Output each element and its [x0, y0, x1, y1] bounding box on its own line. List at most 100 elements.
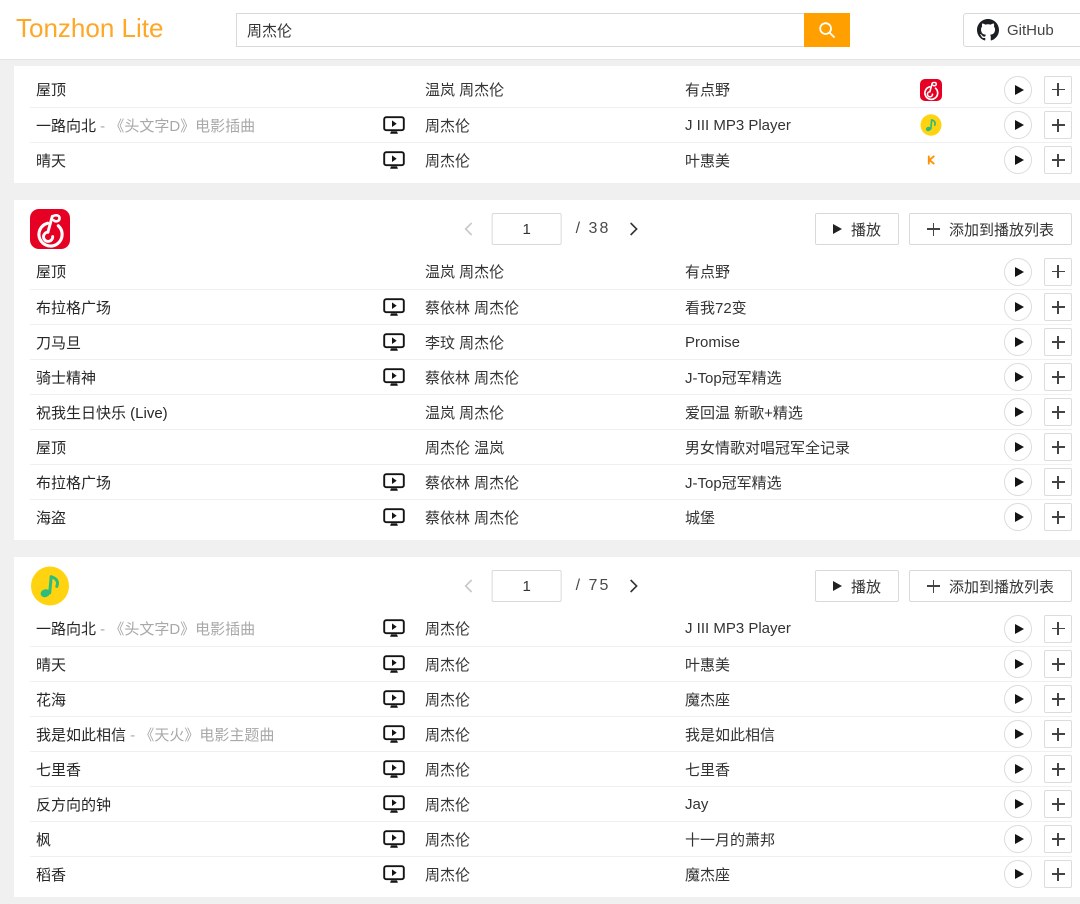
song-title[interactable]: 屋顶: [36, 264, 67, 281]
song-artist: 蔡依林 周杰伦: [425, 369, 520, 387]
row-play-button[interactable]: [1004, 398, 1032, 426]
pagination: / 38: [460, 213, 643, 245]
search-button[interactable]: [804, 13, 850, 47]
song-subtitle: - 《头文字D》电影插曲: [96, 117, 256, 135]
row-add-button[interactable]: [1044, 720, 1072, 748]
row-add-button[interactable]: [1044, 363, 1072, 391]
row-play-button[interactable]: [1004, 433, 1032, 461]
mv-icon[interactable]: [383, 297, 405, 317]
song-title[interactable]: 海盗: [36, 509, 67, 527]
row-play-button[interactable]: [1004, 293, 1032, 321]
mv-icon[interactable]: [383, 864, 405, 884]
row-add-button[interactable]: [1044, 503, 1072, 531]
song-subtitle: - 《天火》电影主题曲: [126, 726, 275, 744]
prev-page-button[interactable]: [460, 219, 478, 239]
row-play-button[interactable]: [1004, 614, 1032, 643]
mv-icon[interactable]: [383, 794, 405, 814]
mv-icon[interactable]: [383, 724, 405, 744]
song-title[interactable]: 布拉格广场: [36, 474, 112, 492]
row-play-button[interactable]: [1004, 75, 1032, 104]
row-add-button[interactable]: [1044, 685, 1072, 713]
mv-icon[interactable]: [383, 472, 405, 492]
row-add-button[interactable]: [1044, 614, 1072, 643]
row-add-button[interactable]: [1044, 825, 1072, 853]
add-all-to-playlist-button[interactable]: 添加到播放列表: [908, 213, 1072, 245]
prev-page-button[interactable]: [460, 576, 478, 596]
section-header: / 38 播放 添加到播放列表: [30, 206, 1072, 252]
row-add-button[interactable]: [1044, 146, 1072, 174]
row-add-button[interactable]: [1044, 468, 1072, 496]
next-page-button[interactable]: [624, 219, 642, 239]
row-add-button[interactable]: [1044, 257, 1072, 286]
song-title[interactable]: 花海: [36, 691, 67, 709]
row-add-button[interactable]: [1044, 860, 1072, 888]
song-title[interactable]: 我是如此相信: [36, 726, 127, 744]
song-title[interactable]: 七里香: [36, 761, 82, 779]
song-artist: 温岚 周杰伦: [425, 82, 505, 99]
row-play-button[interactable]: [1004, 755, 1032, 783]
song-title[interactable]: 布拉格广场: [36, 299, 112, 317]
row-add-button[interactable]: [1044, 293, 1072, 321]
row-add-button[interactable]: [1044, 433, 1072, 461]
row-play-button[interactable]: [1004, 685, 1032, 713]
qq-music-icon: [31, 566, 69, 606]
row-play-button[interactable]: [1004, 111, 1032, 139]
row-add-button[interactable]: [1044, 790, 1072, 818]
mv-icon[interactable]: [383, 367, 405, 387]
row-add-button[interactable]: [1044, 398, 1072, 426]
row-add-button[interactable]: [1044, 75, 1072, 104]
row-play-button[interactable]: [1004, 503, 1032, 531]
page-input[interactable]: [491, 213, 562, 245]
mv-icon[interactable]: [383, 115, 405, 135]
row-add-button[interactable]: [1044, 650, 1072, 678]
row-play-button[interactable]: [1004, 720, 1032, 748]
row-play-button[interactable]: [1004, 257, 1032, 286]
row-add-button[interactable]: [1044, 755, 1072, 783]
mv-icon[interactable]: [383, 654, 405, 674]
mv-icon[interactable]: [383, 759, 405, 779]
song-title[interactable]: 晴天: [36, 656, 67, 674]
search-input[interactable]: [236, 13, 804, 47]
song-title[interactable]: 枫: [36, 831, 52, 849]
row-play-button[interactable]: [1004, 468, 1032, 496]
search-bar: [236, 13, 850, 47]
song-title[interactable]: 一路向北: [36, 117, 97, 135]
song-list: 一路向北 - 《头文字D》电影插曲 周杰伦 J III MP3 Player: [30, 611, 1072, 891]
mv-icon[interactable]: [383, 150, 405, 170]
song-title[interactable]: 屋顶: [36, 82, 67, 99]
song-title[interactable]: 祝我生日快乐 (Live): [36, 404, 168, 422]
row-play-button[interactable]: [1004, 146, 1032, 174]
row-add-button[interactable]: [1044, 111, 1072, 139]
song-title[interactable]: 一路向北: [36, 621, 97, 638]
row-play-button[interactable]: [1004, 328, 1032, 356]
row-play-button[interactable]: [1004, 825, 1032, 853]
song-title[interactable]: 骑士精神: [36, 369, 97, 387]
row-play-button[interactable]: [1004, 363, 1032, 391]
song-title[interactable]: 刀马旦: [36, 334, 82, 352]
next-page-button[interactable]: [624, 576, 642, 596]
add-all-to-playlist-button[interactable]: 添加到播放列表: [908, 570, 1072, 602]
row-play-button[interactable]: [1004, 790, 1032, 818]
page-input[interactable]: [491, 570, 562, 602]
mv-icon[interactable]: [383, 619, 405, 638]
song-album: 魔杰座: [685, 691, 731, 709]
play-all-button[interactable]: 播放: [814, 213, 899, 245]
song-row: 屋顶 温岚 周杰伦 有点野: [30, 72, 1072, 107]
row-play-button[interactable]: [1004, 860, 1032, 888]
mv-icon[interactable]: [383, 332, 405, 352]
play-all-button[interactable]: 播放: [814, 570, 899, 602]
row-add-button[interactable]: [1044, 328, 1072, 356]
song-row: 一路向北 - 《头文字D》电影插曲 周杰伦 J III MP3 Player: [30, 611, 1072, 646]
song-title[interactable]: 反方向的钟: [36, 796, 112, 814]
song-row: 花海 周杰伦 魔杰座: [30, 681, 1072, 716]
mv-icon[interactable]: [383, 507, 405, 527]
song-title[interactable]: 晴天: [36, 152, 67, 170]
github-button[interactable]: GitHub: [963, 13, 1080, 47]
mv-icon[interactable]: [383, 829, 405, 849]
row-play-button[interactable]: [1004, 650, 1032, 678]
app-logo[interactable]: Tonzhon Lite: [16, 13, 164, 43]
qq-music-icon: [30, 566, 70, 606]
song-title[interactable]: 稻香: [36, 866, 67, 884]
mv-icon[interactable]: [383, 689, 405, 709]
song-title[interactable]: 屋顶: [36, 439, 67, 457]
